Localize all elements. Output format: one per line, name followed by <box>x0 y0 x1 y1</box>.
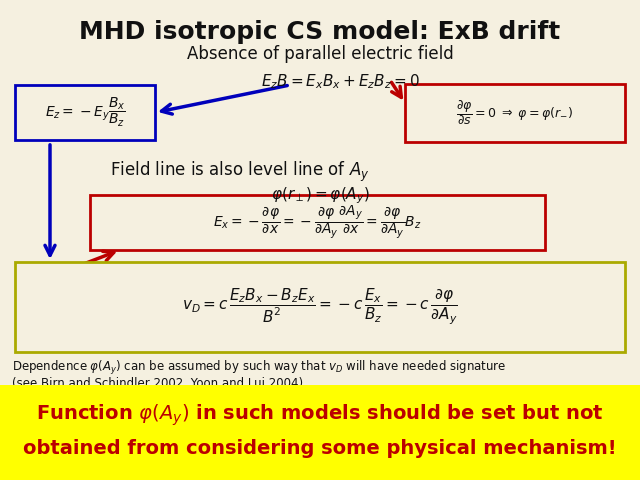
Text: MHD isotropic CS model: ExB drift: MHD isotropic CS model: ExB drift <box>79 20 561 44</box>
Text: $\dfrac{\partial\varphi}{\partial s} = 0 \;\Rightarrow\; \varphi = \varphi(r_{-}: $\dfrac{\partial\varphi}{\partial s} = 0… <box>456 98 573 128</box>
Bar <box>405 84 625 142</box>
Bar <box>15 85 155 140</box>
Text: $E_z = -E_y\dfrac{B_x}{B_z}$: $E_z = -E_y\dfrac{B_x}{B_z}$ <box>45 96 125 129</box>
Bar <box>90 195 545 250</box>
Bar <box>0 385 640 480</box>
Text: Field line is also level line of $A_y$: Field line is also level line of $A_y$ <box>110 160 370 184</box>
Text: $v_D = c\,\dfrac{E_z B_x - B_z E_x}{B^2} = -c\,\dfrac{E_x}{B_z} = -c\,\dfrac{\pa: $v_D = c\,\dfrac{E_z B_x - B_z E_x}{B^2}… <box>182 287 458 327</box>
Text: $\varphi(r_{\perp}) = \varphi(A_y)$: $\varphi(r_{\perp}) = \varphi(A_y)$ <box>271 185 369 205</box>
Bar <box>15 262 625 352</box>
Text: $E_z B = E_x B_x + E_z B_z = 0$: $E_z B = E_x B_x + E_z B_z = 0$ <box>260 72 419 91</box>
Text: Function $\varphi(A_y)$ in such models should be set but not: Function $\varphi(A_y)$ in such models s… <box>36 402 604 428</box>
Text: obtained from considering some physical mechanism!: obtained from considering some physical … <box>23 439 617 457</box>
Text: (see Birn and Schindler 2002, Yoon and Lui 2004).: (see Birn and Schindler 2002, Yoon and L… <box>12 376 307 389</box>
Text: Absence of parallel electric field: Absence of parallel electric field <box>187 45 453 63</box>
Text: $E_x = -\dfrac{\partial\varphi}{\partial x} = -\dfrac{\partial\varphi}{\partial : $E_x = -\dfrac{\partial\varphi}{\partial… <box>213 204 422 241</box>
Text: Dependence $\varphi(A_y)$ can be assumed by such way that $v_D$ will have needed: Dependence $\varphi(A_y)$ can be assumed… <box>12 359 506 377</box>
